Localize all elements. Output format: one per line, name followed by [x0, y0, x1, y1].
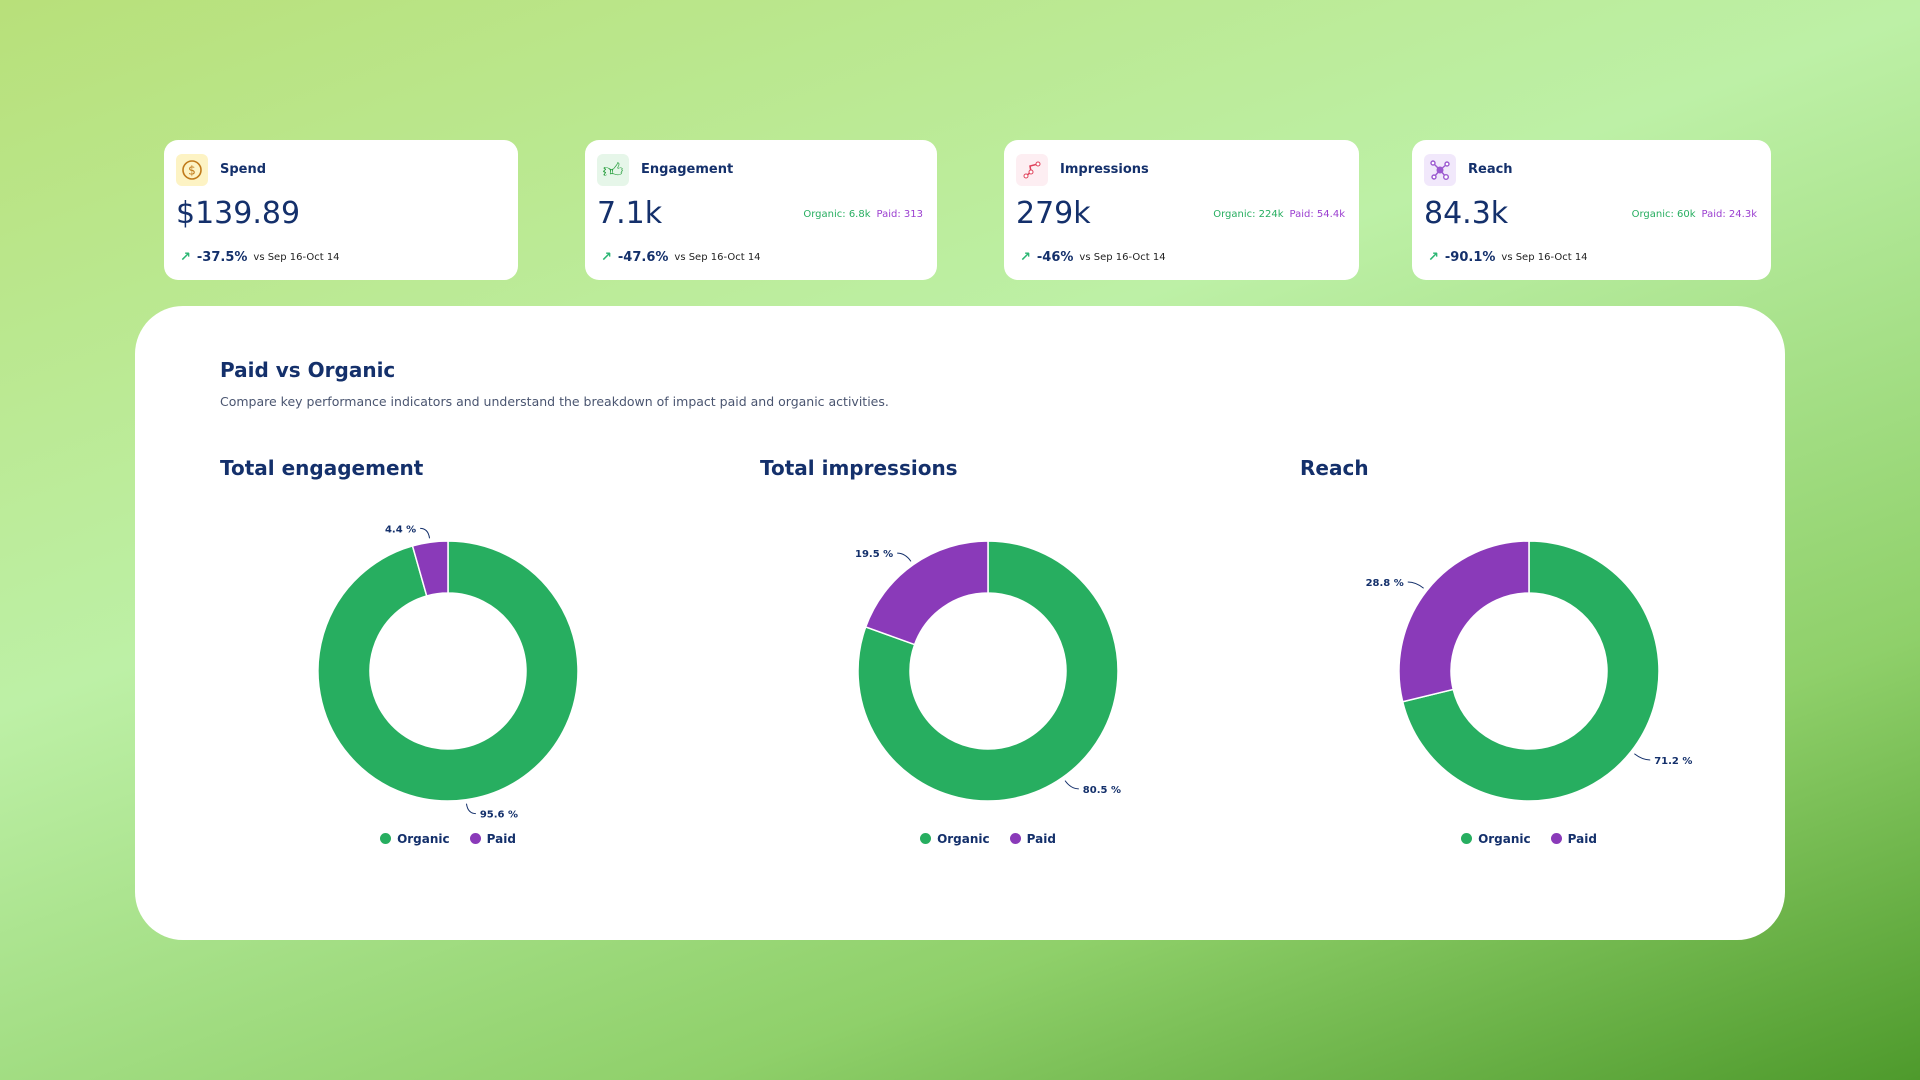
organic-value: Organic: 60k	[1631, 209, 1696, 220]
card-split: Organic: 60k Paid: 24.3k	[1632, 209, 1757, 220]
card-value: $139.89	[176, 196, 301, 231]
card-value: 7.1k	[597, 196, 663, 231]
slice-label: 19.5 %	[855, 549, 893, 560]
arrow-up-right-icon: ↗	[1428, 250, 1439, 265]
card-change: ↗ -47.6% vs Sep 16-Oct 14	[601, 250, 761, 265]
card-value: 84.3k	[1424, 196, 1509, 231]
slice-label: 80.5 %	[1083, 785, 1121, 796]
slice-label: 71.2 %	[1654, 756, 1692, 767]
impressions-path-icon	[1016, 154, 1048, 186]
impressions-donut: 80.5 % 19.5 %	[855, 540, 1121, 802]
card-split: Organic: 224k Paid: 54.4k	[1213, 209, 1345, 220]
card-label: Reach	[1468, 162, 1513, 177]
legend-paid[interactable]: Paid	[1550, 832, 1597, 846]
svg-text:$: $	[188, 164, 196, 178]
organic-value: Organic: 224k	[1213, 209, 1284, 220]
dollar-coin-icon: $	[176, 154, 208, 186]
engagement-donut: 95.6 % 4.4 %	[317, 524, 579, 821]
change-value: -47.6%	[617, 250, 669, 265]
network-icon	[1424, 154, 1456, 186]
spend-card: $ Spend $139.89 ↗ -37.5% vs Sep 16-Oct 14	[164, 140, 518, 280]
slice-label: 95.6 %	[480, 810, 518, 821]
slice-label: 28.8 %	[1366, 578, 1404, 589]
card-change: ↗ -90.1% vs Sep 16-Oct 14	[1428, 250, 1588, 265]
legend-paid[interactable]: Paid	[1009, 832, 1056, 846]
reach-card: Reach 84.3k Organic: 60k Paid: 24.3k ↗ -90…	[1412, 140, 1771, 280]
label-leader	[420, 527, 431, 539]
change-value: -90.1%	[1444, 250, 1496, 265]
chart-title: Total engagement	[220, 456, 424, 480]
paid-value: Paid: 313	[876, 209, 923, 220]
thumbs-up-icon: 👍︎	[597, 154, 629, 186]
card-value: 279k	[1016, 196, 1091, 231]
panel-subtitle: Compare key performance indicators and u…	[220, 394, 889, 409]
paid-value: Paid: 54.4k	[1289, 209, 1345, 220]
slice-paid[interactable]	[1398, 540, 1530, 703]
legend-organic[interactable]: Organic	[1461, 832, 1531, 846]
card-label: Impressions	[1060, 162, 1149, 177]
slice-organic[interactable]	[1401, 540, 1660, 802]
reach-donut: 71.2 % 28.8 %	[1366, 540, 1692, 802]
slice-paid[interactable]	[864, 540, 989, 646]
label-leader	[1064, 780, 1079, 790]
card-label: Engagement	[641, 162, 734, 177]
engagement-card: 👍︎ Engagement 7.1k Organic: 6.8k Paid: 31…	[585, 140, 937, 280]
paid-value: Paid: 24.3k	[1701, 209, 1757, 220]
arrow-up-right-icon: ↗	[601, 250, 612, 265]
chart-title: Reach	[1300, 456, 1369, 480]
impressions-card: Impressions 279k Organic: 224k Paid: 54.4…	[1004, 140, 1359, 280]
legend-organic[interactable]: Organic	[380, 832, 450, 846]
paid-vs-organic-panel: Paid vs Organic Compare key performance …	[135, 306, 1785, 940]
slice-label: 4.4 %	[385, 524, 416, 535]
change-value: -37.5%	[196, 250, 248, 265]
label-leader	[897, 552, 912, 562]
card-change: ↗ -46% vs Sep 16-Oct 14	[1020, 250, 1166, 265]
label-leader	[1407, 581, 1424, 589]
chart-title: Total impressions	[760, 456, 958, 480]
organic-value: Organic: 6.8k	[803, 209, 871, 220]
compare-period: vs Sep 16-Oct 14	[1501, 252, 1588, 263]
chart-legend: Organic Paid	[788, 832, 1188, 846]
compare-period: vs Sep 16-Oct 14	[253, 252, 340, 263]
panel-title: Paid vs Organic	[220, 358, 396, 382]
card-split: Organic: 6.8k Paid: 313	[803, 209, 923, 220]
slice-paid[interactable]	[411, 540, 449, 597]
arrow-up-right-icon: ↗	[180, 250, 191, 265]
legend-organic[interactable]: Organic	[920, 832, 990, 846]
legend-paid[interactable]: Paid	[469, 832, 516, 846]
chart-legend: Organic Paid	[248, 832, 648, 846]
label-leader	[465, 803, 476, 815]
slice-organic[interactable]	[857, 540, 1119, 802]
label-leader	[1634, 753, 1651, 761]
compare-period: vs Sep 16-Oct 14	[674, 252, 761, 263]
card-change: ↗ -37.5% vs Sep 16-Oct 14	[180, 250, 340, 265]
card-label: Spend	[220, 162, 267, 177]
compare-period: vs Sep 16-Oct 14	[1079, 252, 1166, 263]
arrow-up-right-icon: ↗	[1020, 250, 1031, 265]
slice-organic[interactable]	[317, 540, 579, 802]
change-value: -46%	[1036, 250, 1074, 265]
chart-legend: Organic Paid	[1329, 832, 1729, 846]
